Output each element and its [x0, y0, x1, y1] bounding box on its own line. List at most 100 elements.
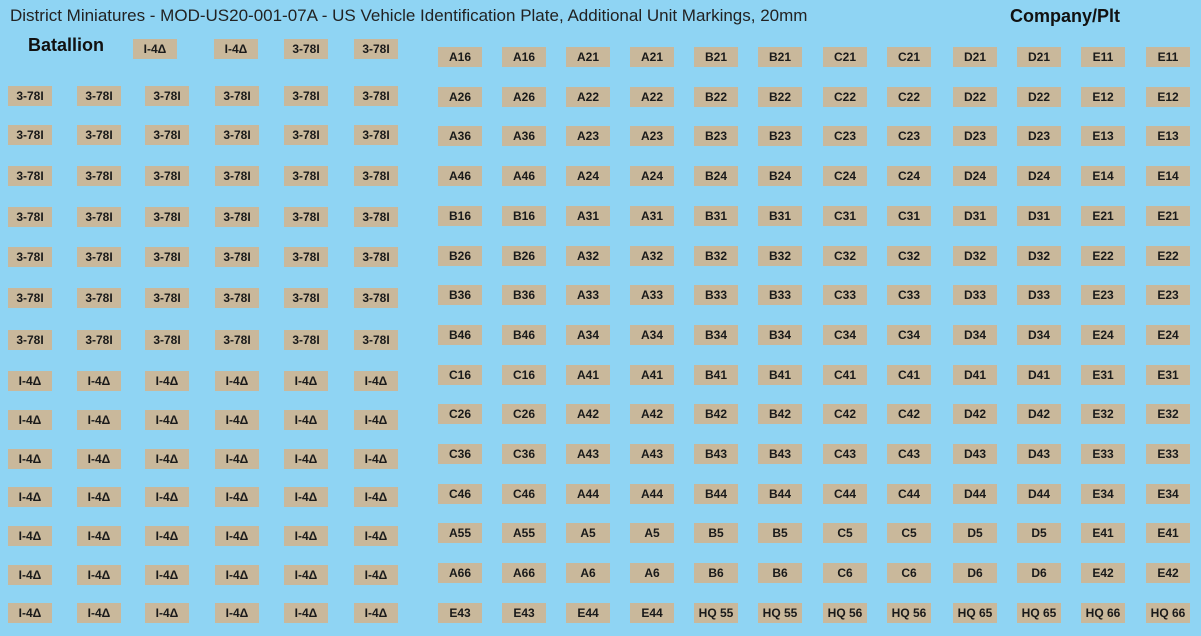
- plate: I-4Δ: [145, 603, 189, 623]
- plate: D23: [953, 126, 997, 147]
- plate: A41: [630, 364, 674, 385]
- plate: E42: [1081, 563, 1125, 584]
- plate: 3-78I: [354, 166, 398, 186]
- plate: C32: [887, 245, 931, 266]
- plate: 3-78I: [145, 166, 189, 186]
- plate: I-4Δ: [214, 39, 258, 59]
- plate: A22: [630, 86, 674, 107]
- plate: E44: [630, 602, 674, 623]
- plate: D34: [953, 324, 997, 345]
- plate: E32: [1081, 404, 1125, 425]
- plate: D44: [1017, 483, 1061, 504]
- plate: B33: [758, 285, 802, 306]
- plate: B6: [694, 563, 738, 584]
- plate: 3-78I: [77, 207, 121, 227]
- plate: D24: [1017, 166, 1061, 187]
- plate: D31: [1017, 205, 1061, 226]
- plate: B41: [758, 364, 802, 385]
- plate: E14: [1146, 166, 1190, 187]
- plate: B21: [758, 47, 802, 67]
- plate: D31: [953, 205, 997, 226]
- plate: B33: [694, 285, 738, 306]
- plate: A22: [566, 86, 610, 107]
- plate: D43: [1017, 444, 1061, 464]
- plate: 3-78I: [145, 288, 189, 308]
- plate: B5: [758, 523, 802, 544]
- plate: D5: [953, 523, 997, 544]
- plate: B36: [502, 285, 546, 306]
- company-heading: Company/Plt: [1010, 6, 1121, 26]
- plate: HQ 65: [1017, 602, 1061, 623]
- plate: B22: [694, 86, 738, 107]
- plate: B26: [438, 245, 482, 266]
- plate: I-4Δ: [77, 410, 121, 430]
- plate: 3-78I: [77, 166, 121, 186]
- plate: I-4Δ: [8, 487, 52, 507]
- plate: B42: [758, 404, 802, 425]
- plate: C41: [823, 364, 867, 385]
- plate: A16: [438, 47, 482, 67]
- plate: C26: [438, 404, 482, 425]
- plate: A23: [566, 126, 610, 147]
- plate: B34: [758, 324, 802, 345]
- plate: A36: [438, 126, 482, 147]
- plate: C43: [887, 444, 931, 464]
- plate: A33: [630, 285, 674, 306]
- plate: I-4Δ: [354, 565, 398, 585]
- plate: C16: [502, 364, 546, 385]
- plate: D32: [953, 245, 997, 266]
- plate: D6: [953, 563, 997, 584]
- plate: 3-78I: [215, 166, 259, 186]
- plate: A21: [566, 47, 610, 67]
- plate: A32: [566, 245, 610, 266]
- plate: I-4Δ: [284, 526, 328, 546]
- plate: C5: [823, 523, 867, 544]
- plate: 3-78I: [284, 207, 328, 227]
- plate: HQ 65: [953, 602, 997, 623]
- plate: B43: [758, 444, 802, 464]
- plate: I-4Δ: [284, 487, 328, 507]
- plate: B31: [694, 205, 738, 226]
- plate: D32: [1017, 245, 1061, 266]
- plate: C31: [887, 205, 931, 226]
- plate: B36: [438, 285, 482, 306]
- plate: I-4Δ: [215, 603, 259, 623]
- plate: E12: [1081, 86, 1125, 107]
- plate: C24: [887, 166, 931, 187]
- plate: 3-78I: [145, 330, 189, 350]
- plate: A44: [566, 483, 610, 504]
- plate: I-4Δ: [354, 410, 398, 430]
- plate: D42: [1017, 404, 1061, 425]
- plate: E43: [502, 602, 546, 623]
- plate: D41: [953, 364, 997, 385]
- plate: C36: [438, 444, 482, 464]
- plate: I-4Δ: [145, 371, 189, 391]
- plate: 3-78I: [215, 125, 259, 145]
- plate: E14: [1081, 166, 1125, 187]
- plate: D33: [953, 285, 997, 306]
- plate: C26: [502, 404, 546, 425]
- plate: HQ 66: [1146, 602, 1190, 623]
- plate: C46: [502, 483, 546, 504]
- plate: D42: [953, 404, 997, 425]
- plate: I-4Δ: [145, 565, 189, 585]
- plate: B46: [438, 324, 482, 345]
- plate: C42: [823, 404, 867, 425]
- plate: 3-78I: [8, 207, 52, 227]
- plate: A31: [630, 205, 674, 226]
- plate: B23: [694, 126, 738, 147]
- plate: C23: [823, 126, 867, 147]
- plate: I-4Δ: [145, 449, 189, 469]
- plate: I-4Δ: [8, 526, 52, 546]
- plate: 3-78I: [8, 330, 52, 350]
- plate: B26: [502, 245, 546, 266]
- plate: D34: [1017, 324, 1061, 345]
- plate: E22: [1146, 245, 1190, 266]
- plate: I-4Δ: [77, 526, 121, 546]
- plate: 3-78I: [8, 86, 52, 106]
- plate: 3-78I: [145, 207, 189, 227]
- plate: A66: [438, 563, 482, 584]
- plate: E31: [1081, 364, 1125, 385]
- plate: B46: [502, 324, 546, 345]
